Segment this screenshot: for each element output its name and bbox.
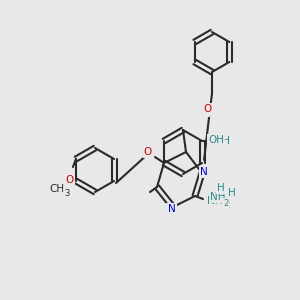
- Text: OH: OH: [214, 136, 230, 146]
- Text: 3: 3: [64, 190, 70, 199]
- Text: NH: NH: [207, 196, 223, 206]
- Text: OH: OH: [208, 135, 224, 145]
- Text: N: N: [167, 204, 175, 214]
- Text: H: H: [217, 183, 225, 193]
- Text: N: N: [200, 167, 208, 177]
- Text: NH: NH: [210, 192, 226, 202]
- Text: O: O: [201, 106, 209, 116]
- Text: O: O: [65, 176, 73, 186]
- Text: O: O: [144, 147, 152, 157]
- Text: CH: CH: [50, 184, 64, 194]
- Text: N: N: [201, 166, 209, 176]
- Text: 2: 2: [224, 200, 230, 209]
- Text: O: O: [66, 175, 74, 185]
- Text: O: O: [203, 104, 211, 114]
- Text: 2: 2: [224, 199, 229, 208]
- Text: H: H: [228, 188, 236, 198]
- Text: N: N: [168, 204, 176, 214]
- Text: O: O: [143, 146, 151, 156]
